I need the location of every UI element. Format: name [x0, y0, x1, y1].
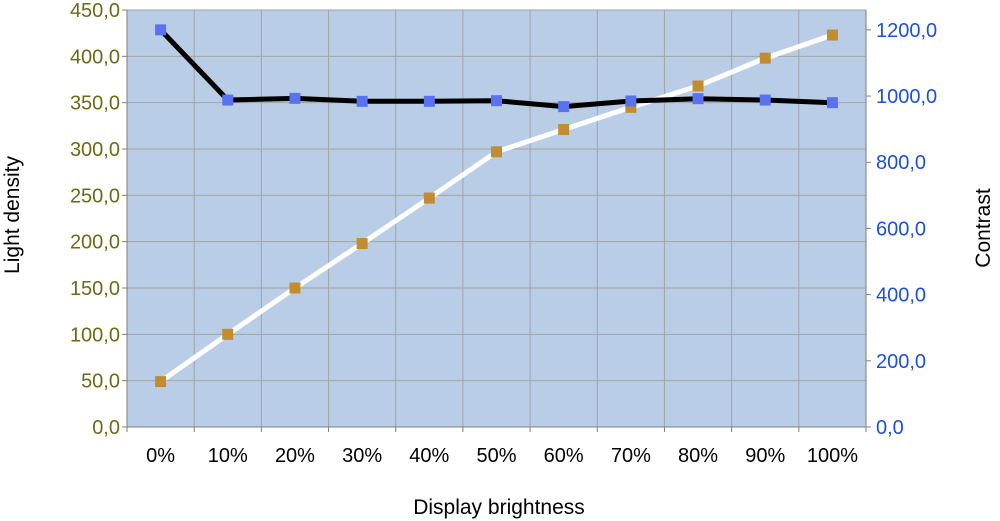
left-tick-label: 300,0 [70, 139, 120, 161]
contrast-marker [155, 24, 167, 36]
right-tick-label: 800,0 [876, 152, 926, 174]
x-tick-label: 30% [342, 445, 382, 467]
contrast-marker [625, 95, 637, 107]
right-tick-label: 0,0 [876, 417, 904, 439]
left-tick-label: 50,0 [81, 371, 120, 393]
x-tick-label: 60% [544, 445, 584, 467]
x-tick-label: 20% [275, 445, 315, 467]
light-density-marker [289, 282, 301, 294]
x-tick-label: 90% [745, 445, 785, 467]
left-tick-label: 0,0 [92, 417, 120, 439]
left-axis-title: Light density [1, 156, 24, 274]
light-density-marker [826, 29, 838, 41]
left-tick-label: 250,0 [70, 185, 120, 207]
left-axis-ticks: 0,0 50,0 100,0 150,0 200,0 250,0 300,0 350,0 400… [70, 0, 120, 439]
x-axis-title: Display brightness [413, 496, 585, 519]
x-tick-label: 50% [476, 445, 516, 467]
x-axis-ticks: 0% 10% 20% 30% 40% 50% 60% 70% 80% 90% 100% [146, 445, 858, 467]
left-tick-label: 100,0 [70, 324, 120, 346]
right-axis-title: Contrast [972, 188, 995, 268]
series-layer [155, 24, 838, 388]
left-tick-label: 350,0 [70, 93, 120, 115]
x-tick-label: 10% [208, 445, 248, 467]
x-tick-label: 70% [611, 445, 651, 467]
contrast-marker [491, 95, 502, 107]
light-density-marker [625, 101, 637, 113]
right-tick-label: 600,0 [876, 218, 926, 240]
light-density-marker [155, 376, 167, 388]
left-tick-label: 450,0 [70, 0, 120, 22]
left-tick-label: 400,0 [70, 46, 120, 68]
light-density-marker [692, 80, 704, 92]
right-tick-label: 1200,0 [876, 20, 937, 42]
light-density-marker [356, 238, 368, 250]
contrast-marker [289, 92, 301, 104]
contrast-marker [759, 94, 771, 106]
contrast-marker [423, 95, 435, 107]
x-tick-label: 0% [146, 445, 175, 467]
x-tick-label: 40% [409, 445, 449, 467]
right-axis-ticks: 0,0 200,0 400,0 600,0 800,0 1000,0 1200,0 [876, 20, 937, 439]
x-tick-label: 100% [807, 445, 858, 467]
light-density-marker [759, 52, 771, 64]
plot-area [127, 10, 866, 427]
light-density-marker [222, 328, 234, 340]
contrast-marker [222, 94, 234, 106]
left-tick-label: 150,0 [70, 278, 120, 300]
contrast-marker [692, 93, 704, 105]
left-tick-label: 200,0 [70, 232, 120, 254]
light-density-marker [423, 192, 435, 204]
right-tick-label: 200,0 [876, 351, 926, 373]
contrast-marker [356, 95, 368, 107]
axes [122, 9, 871, 432]
light-density-marker [491, 146, 502, 158]
right-tick-label: 400,0 [876, 285, 926, 307]
light-density-marker [558, 124, 570, 136]
x-tick-label: 80% [678, 445, 718, 467]
contrast-marker [558, 101, 570, 113]
contrast-marker [826, 97, 838, 109]
right-tick-label: 1000,0 [876, 86, 937, 108]
